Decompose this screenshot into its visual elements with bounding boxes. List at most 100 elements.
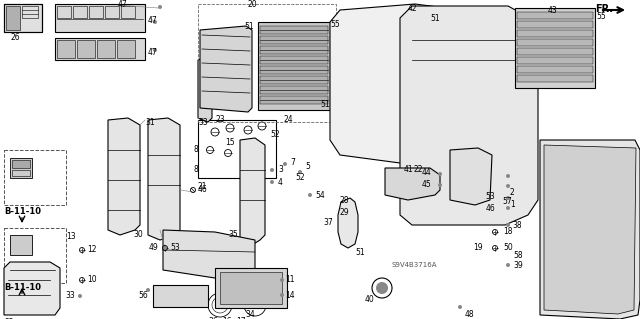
Circle shape [283,162,287,166]
Bar [258,22,330,110]
Text: 19: 19 [474,243,483,253]
Text: 22: 22 [413,165,423,174]
Text: 18: 18 [503,227,513,236]
Bar [153,285,208,307]
Text: 8: 8 [193,145,198,154]
Bar [4,4,42,32]
Text: B-11-10: B-11-10 [4,283,41,292]
Bar [10,158,32,178]
Text: 38: 38 [512,220,522,229]
Text: 57: 57 [502,197,512,206]
Bar [57,40,75,58]
Polygon shape [198,58,212,122]
Text: 15: 15 [225,138,235,147]
Bar [55,38,145,60]
Polygon shape [108,118,140,235]
Polygon shape [240,138,265,245]
Text: 30: 30 [133,230,143,239]
Bar [4,4,42,32]
Bar [260,66,328,74]
Bar [260,76,328,84]
Circle shape [506,206,510,210]
Text: 28: 28 [340,196,349,205]
Bar [89,6,103,18]
Bar [22,6,38,18]
Circle shape [506,223,510,227]
Polygon shape [540,140,640,319]
Circle shape [158,5,162,9]
Bar [55,4,145,32]
Circle shape [280,278,284,282]
Text: 23: 23 [215,115,225,124]
Text: 43: 43 [548,6,558,15]
Bar [73,6,87,18]
Bar [260,96,328,104]
Bar [517,66,593,73]
Polygon shape [4,262,60,315]
Bar [260,46,328,54]
Text: 45: 45 [422,180,432,189]
Bar [260,56,328,64]
Bar [517,30,593,37]
Circle shape [506,196,510,200]
Text: 53: 53 [170,243,180,253]
Text: 13: 13 [66,232,76,241]
Bar [12,160,30,168]
Text: 52: 52 [270,130,280,139]
Text: 42: 42 [408,4,418,13]
Text: FR.: FR. [595,4,613,14]
Text: 58: 58 [513,251,523,261]
Text: 47: 47 [148,48,157,57]
Text: S9V4B3716A: S9V4B3716A [392,262,438,268]
Bar [121,6,135,18]
Text: 35: 35 [228,230,237,239]
Text: 32: 32 [4,318,13,319]
Polygon shape [385,168,440,200]
Bar [515,8,595,88]
Text: 39: 39 [513,261,523,270]
Text: 1: 1 [510,200,515,209]
Text: 44: 44 [422,168,432,177]
Text: 55: 55 [596,12,605,21]
Bar [12,170,30,176]
Text: 26: 26 [10,33,20,42]
Bar [260,36,328,44]
Text: 14: 14 [285,291,294,300]
Text: 34: 34 [245,310,255,319]
Text: 40: 40 [365,295,375,304]
Bar [517,21,593,28]
Text: 53: 53 [485,192,495,201]
Text: 17: 17 [236,317,246,319]
Polygon shape [450,148,492,205]
Text: 49: 49 [148,243,158,253]
Polygon shape [330,4,510,165]
Bar [517,48,593,55]
Text: 20: 20 [248,0,258,9]
Polygon shape [400,6,538,225]
Text: 4: 4 [278,178,283,187]
Text: 3: 3 [278,165,283,174]
Bar [10,235,32,255]
Circle shape [163,246,167,250]
Text: 8: 8 [193,165,198,174]
Text: 51: 51 [320,100,330,109]
Text: 7: 7 [290,158,295,167]
Text: 54: 54 [315,190,324,199]
Text: 2: 2 [510,188,515,197]
Circle shape [153,20,157,24]
Text: 29: 29 [340,208,349,217]
Bar [4,228,66,283]
Text: 24: 24 [283,115,293,124]
Text: 53: 53 [198,118,208,127]
Bar [215,268,287,308]
Text: 51: 51 [430,14,440,23]
Circle shape [270,180,274,184]
Text: 50: 50 [503,243,513,253]
Bar [105,6,119,18]
Text: 12: 12 [87,244,97,254]
Circle shape [270,168,274,172]
Text: 55: 55 [330,20,340,29]
Circle shape [458,305,462,309]
Text: 5: 5 [305,162,310,171]
Bar [6,6,20,30]
